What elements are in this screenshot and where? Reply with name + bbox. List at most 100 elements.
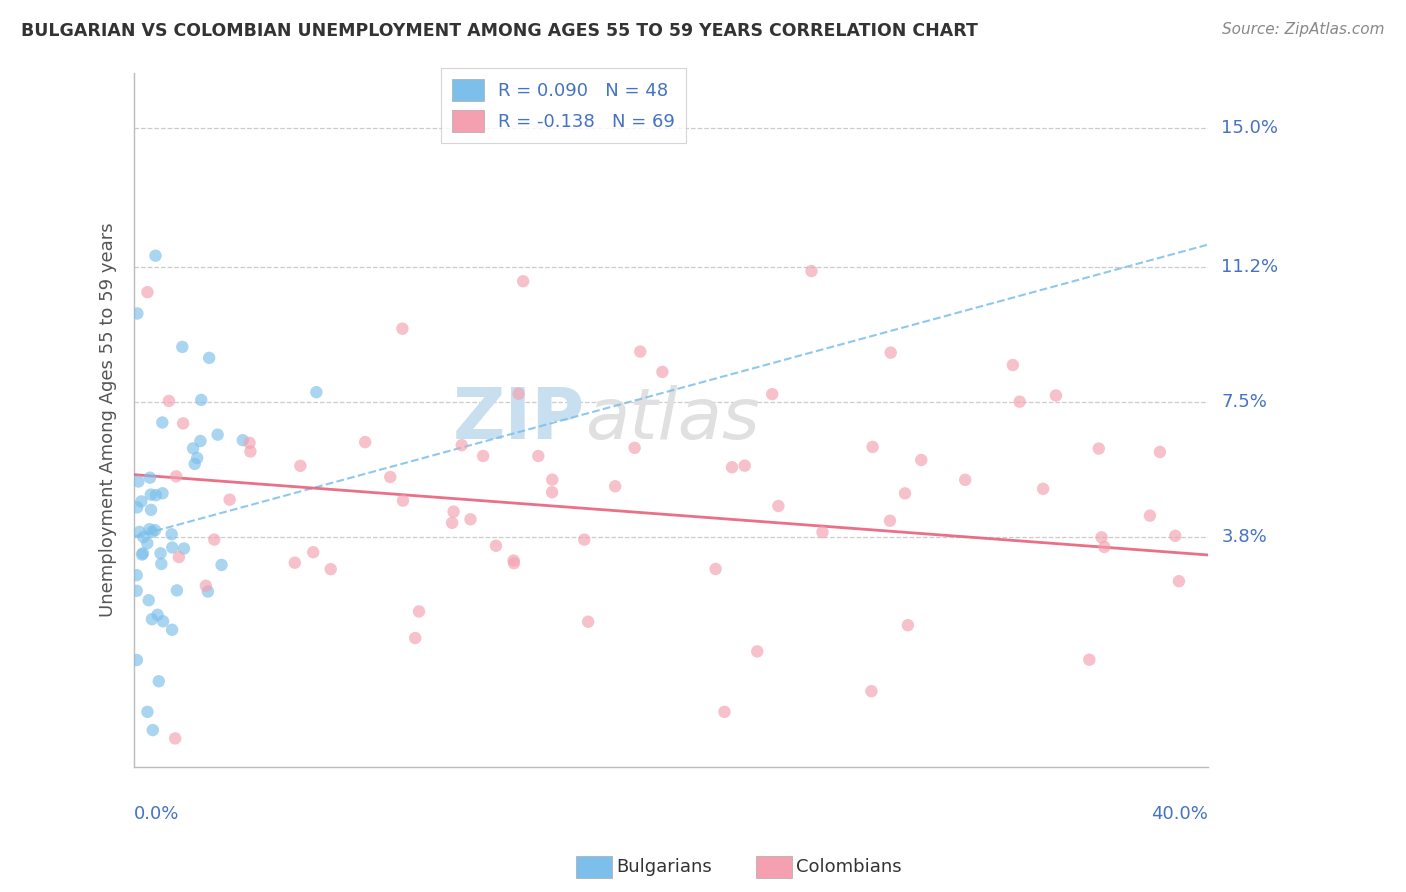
Point — [605, 479, 627, 493]
Point — [202, 533, 225, 547]
Point — [1078, 653, 1101, 667]
Point — [127, 500, 149, 515]
Point — [148, 674, 170, 689]
Point — [218, 492, 240, 507]
Point — [1092, 540, 1115, 554]
Point — [166, 583, 188, 598]
Point — [1032, 482, 1054, 496]
Point — [152, 615, 174, 629]
Legend: R = 0.090   N = 48, R = -0.138   N = 69: R = 0.090 N = 48, R = -0.138 N = 69 — [440, 69, 686, 143]
Point — [136, 705, 159, 719]
Point — [132, 530, 155, 544]
Point — [460, 512, 482, 526]
Text: Bulgarians: Bulgarians — [616, 858, 711, 876]
Point — [150, 557, 173, 571]
Point — [197, 584, 219, 599]
Point — [138, 593, 160, 607]
Point — [319, 562, 342, 576]
Point — [186, 450, 208, 465]
Point — [138, 522, 160, 536]
Point — [441, 516, 464, 530]
Text: BULGARIAN VS COLOMBIAN UNEMPLOYMENT AMONG AGES 55 TO 59 YEARS CORRELATION CHART: BULGARIAN VS COLOMBIAN UNEMPLOYMENT AMON… — [21, 22, 979, 40]
Point — [1168, 574, 1191, 589]
Point — [734, 458, 756, 473]
Point — [704, 562, 727, 576]
Point — [167, 550, 190, 565]
Point — [152, 486, 174, 500]
Point — [190, 434, 212, 448]
Point — [302, 545, 325, 559]
Point — [472, 449, 495, 463]
Text: 40.0%: 40.0% — [1150, 805, 1208, 823]
Point — [132, 546, 155, 560]
Point — [146, 607, 169, 622]
Point — [768, 499, 790, 513]
Point — [139, 471, 162, 485]
Point — [125, 583, 148, 598]
Point — [1008, 394, 1031, 409]
Point — [127, 306, 149, 320]
Text: 11.2%: 11.2% — [1222, 258, 1278, 276]
Point — [485, 539, 508, 553]
Point — [290, 458, 312, 473]
Point — [136, 285, 159, 300]
Point — [897, 618, 920, 632]
Point — [862, 440, 884, 454]
Y-axis label: Unemployment Among Ages 55 to 59 years: Unemployment Among Ages 55 to 59 years — [100, 223, 117, 617]
Point — [125, 653, 148, 667]
Text: ZIP: ZIP — [453, 385, 585, 454]
Point — [131, 548, 153, 562]
Point — [1045, 388, 1067, 402]
Point — [1164, 529, 1187, 543]
Point — [142, 723, 165, 737]
Point — [879, 514, 901, 528]
Point — [172, 340, 194, 354]
Point — [628, 344, 651, 359]
Point — [194, 579, 217, 593]
Point — [1087, 442, 1109, 456]
Point — [143, 523, 166, 537]
Point — [160, 527, 183, 541]
Point — [232, 434, 254, 448]
Point — [508, 386, 530, 401]
Point — [145, 249, 167, 263]
Point — [391, 321, 413, 335]
Point — [284, 556, 307, 570]
Point — [305, 385, 328, 400]
Text: Source: ZipAtlas.com: Source: ZipAtlas.com — [1222, 22, 1385, 37]
Point — [145, 488, 167, 502]
Point — [139, 488, 162, 502]
Point — [953, 473, 976, 487]
Point — [443, 505, 465, 519]
Point — [392, 493, 415, 508]
Point — [894, 486, 917, 500]
Point — [190, 392, 212, 407]
Point — [880, 345, 903, 359]
Point — [527, 449, 550, 463]
Point — [408, 604, 430, 618]
Point — [127, 475, 149, 489]
Point — [541, 473, 564, 487]
Point — [181, 442, 204, 456]
Point — [149, 546, 172, 560]
Text: 0.0%: 0.0% — [134, 805, 180, 823]
Text: 7.5%: 7.5% — [1222, 392, 1267, 410]
Point — [162, 541, 184, 555]
Point — [450, 438, 472, 452]
Point — [198, 351, 221, 365]
Point — [129, 494, 152, 508]
Text: 3.8%: 3.8% — [1222, 528, 1267, 546]
Point — [1139, 508, 1161, 523]
Text: 15.0%: 15.0% — [1222, 119, 1278, 137]
Point — [574, 533, 596, 547]
Point — [623, 441, 645, 455]
Point — [713, 705, 735, 719]
Point — [502, 553, 524, 567]
Point — [800, 264, 823, 278]
Point — [150, 416, 173, 430]
Point — [141, 524, 163, 539]
Point — [354, 435, 377, 450]
Point — [512, 274, 534, 288]
Point — [183, 457, 205, 471]
Point — [541, 485, 564, 500]
